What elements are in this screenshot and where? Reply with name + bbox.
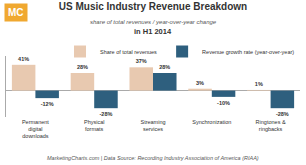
svg-text:Revenue growth rate (year-over: Revenue growth rate (year-over-year) xyxy=(202,49,294,55)
svg-text:in H1 2014: in H1 2014 xyxy=(134,27,172,36)
svg-text:-28%: -28% xyxy=(99,111,112,117)
svg-text:41%: 41% xyxy=(18,56,29,62)
svg-text:-10%: -10% xyxy=(217,100,230,106)
svg-text:Streamingservices: Streamingservices xyxy=(140,119,165,132)
svg-text:MarketingCharts.com | Data Sou: MarketingCharts.com | Data Source: Recor… xyxy=(47,155,259,161)
svg-text:1%: 1% xyxy=(255,81,263,87)
svg-text:share of total revenues / year: share of total revenues / year-over-year… xyxy=(90,19,217,25)
svg-text:37%: 37% xyxy=(136,58,147,64)
svg-text:Share of total revenues: Share of total revenues xyxy=(100,49,157,55)
svg-text:28%: 28% xyxy=(77,64,88,70)
svg-text:3%: 3% xyxy=(196,80,204,86)
svg-text:Synchronization: Synchronization xyxy=(192,119,231,125)
svg-text:-28%: -28% xyxy=(276,111,289,117)
svg-text:-12%: -12% xyxy=(41,101,54,107)
svg-text:28%: 28% xyxy=(159,64,170,70)
svg-text:MC: MC xyxy=(8,7,24,18)
svg-text:Physicalformats: Physicalformats xyxy=(84,119,104,132)
svg-text:US Music Industry Revenue Brea: US Music Industry Revenue Breakdown xyxy=(59,1,247,12)
svg-text:Permanentdigitaldownloads: Permanentdigitaldownloads xyxy=(22,119,49,139)
svg-text:Ringtones &ringbacks: Ringtones &ringbacks xyxy=(256,119,286,132)
